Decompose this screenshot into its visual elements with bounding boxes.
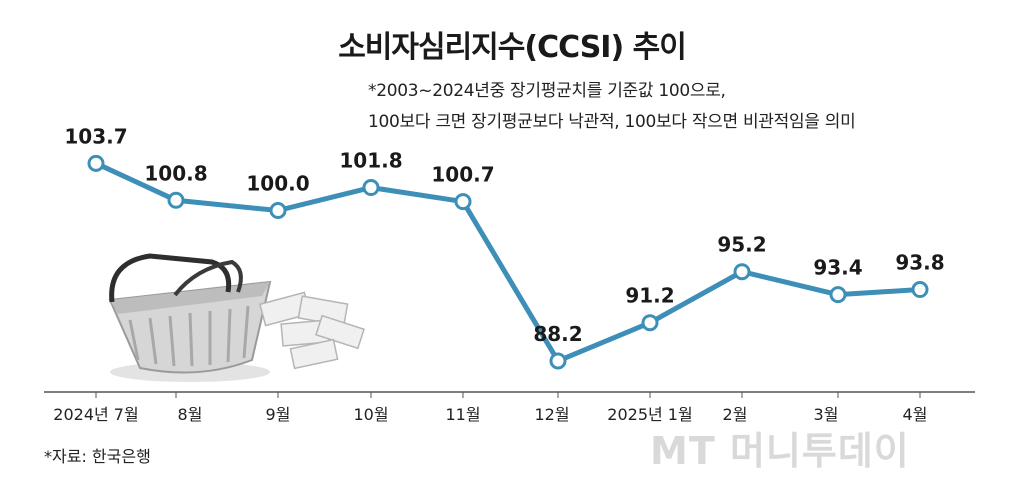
- x-tick-label: 9월: [266, 405, 291, 424]
- x-tick-label: 2024년 7월: [53, 405, 138, 424]
- data-label: 100.8: [144, 161, 207, 185]
- shopping-basket-illustration: [108, 253, 365, 382]
- data-point: [269, 202, 287, 219]
- x-tick-label: 2월: [723, 405, 748, 424]
- data-point: [911, 281, 929, 299]
- x-tick-label: 11월: [445, 405, 480, 424]
- chart-note-line-2: 100보다 크면 장기평균보다 낙관적, 100보다 작으면 비관적임을 의미: [368, 112, 856, 132]
- data-point: [87, 154, 105, 172]
- publisher-watermark: MT 머니투데이: [650, 429, 910, 473]
- data-label: 91.2: [625, 284, 674, 308]
- data-label: 88.2: [533, 322, 582, 346]
- x-tick-label: 2025년 1월: [607, 405, 692, 424]
- data-point: [733, 263, 751, 281]
- x-tick-label: 3월: [814, 405, 839, 424]
- x-tick-label: 10월: [353, 405, 388, 424]
- chart-source: *자료: 한국은행: [44, 447, 151, 466]
- chart-title: 소비자심리지수(CCSI) 추이: [338, 30, 687, 65]
- data-label: 101.8: [339, 149, 402, 173]
- data-point: [829, 286, 847, 304]
- x-tick-label: 12월: [534, 405, 569, 424]
- data-label: 93.4: [813, 256, 862, 280]
- x-tick-label: 8월: [178, 405, 203, 424]
- data-point: [641, 314, 659, 332]
- data-label: 95.2: [717, 233, 766, 257]
- data-point: [454, 193, 472, 211]
- data-point: [549, 352, 567, 370]
- series-line: [94, 161, 921, 364]
- data-label: 100.7: [431, 163, 494, 187]
- data-label: 100.0: [246, 172, 309, 196]
- data-label: 93.8: [895, 251, 944, 275]
- data-point: [167, 191, 185, 209]
- chart-note-line-1: *2003~2024년중 장기평균치를 기준값 100으로,: [368, 81, 726, 101]
- data-point: [362, 179, 380, 197]
- x-tick-label: 4월: [903, 405, 928, 424]
- data-label: 103.7: [64, 124, 127, 148]
